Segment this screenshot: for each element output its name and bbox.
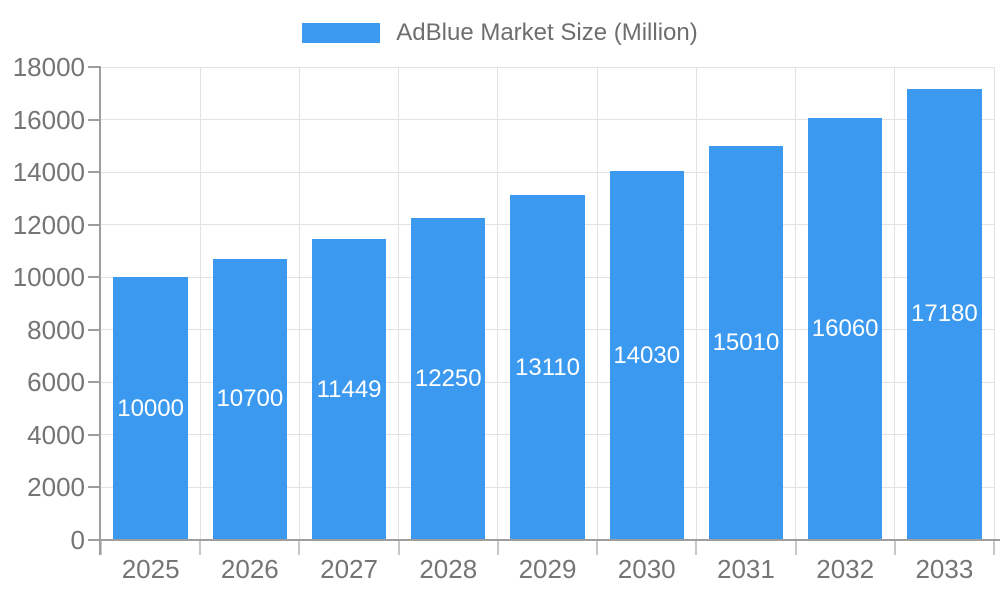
h-gridline	[101, 66, 994, 68]
y-axis-tick	[88, 66, 101, 68]
y-axis-tick	[88, 171, 101, 174]
v-gridline	[795, 67, 797, 540]
v-gridline	[596, 67, 598, 540]
legend-item[interactable]: AdBlue Market Size (Million)	[302, 19, 698, 46]
x-axis-tick	[496, 540, 499, 555]
v-gridline	[398, 67, 400, 540]
bar-value-label: 16060	[811, 314, 879, 342]
x-axis-tick	[397, 540, 400, 555]
x-axis-label-2028: 2028	[419, 554, 478, 584]
y-axis-label: 4000	[27, 419, 85, 450]
x-axis-label-2033: 2033	[915, 554, 974, 584]
bar-2032[interactable]	[807, 117, 883, 540]
bar-value-label: 13110	[515, 353, 580, 381]
legend: AdBlue Market Size (Million)	[0, 20, 1000, 46]
y-axis-tick	[88, 276, 101, 279]
y-axis-tick	[88, 118, 101, 121]
bar-2028[interactable]	[411, 218, 486, 540]
x-axis-line	[88, 539, 1000, 541]
v-gridline	[894, 67, 896, 540]
bar-2033[interactable]	[907, 88, 982, 540]
y-axis-label: 2000	[27, 472, 85, 503]
x-axis-tick	[100, 540, 102, 555]
v-gridline	[695, 67, 697, 540]
bar-2025[interactable]	[113, 277, 188, 540]
v-gridline	[497, 67, 499, 540]
y-axis-label: 14000	[12, 157, 85, 188]
y-axis-label: 18000	[12, 52, 85, 82]
bar-value-label: 10000	[117, 394, 184, 422]
x-axis-label-2031: 2031	[717, 554, 775, 584]
y-axis-tick	[88, 486, 101, 489]
bar-value-label: 11449	[316, 375, 382, 403]
y-axis-label: 8000	[27, 314, 85, 345]
x-axis-label-2030: 2030	[617, 554, 676, 584]
bar-2030[interactable]	[609, 171, 684, 540]
legend-swatch	[302, 23, 381, 43]
bar-value-label: 12250	[414, 365, 482, 393]
x-axis-label-2025: 2025	[121, 554, 180, 584]
x-axis-tick	[993, 540, 995, 555]
y-axis-tick	[88, 223, 101, 226]
legend-label: AdBlue Market Size (Million)	[396, 19, 698, 46]
h-gridline	[101, 171, 994, 173]
bar-2026[interactable]	[212, 258, 288, 540]
y-axis-tick	[88, 433, 101, 436]
y-axis-label: 6000	[27, 367, 85, 398]
y-axis-line	[99, 67, 101, 555]
bar-2027[interactable]	[311, 239, 387, 540]
y-axis-label: 10000	[12, 262, 85, 293]
v-gridline	[298, 67, 300, 540]
x-axis-label-2027: 2027	[320, 554, 378, 584]
x-axis-label-2032: 2032	[816, 554, 875, 584]
y-axis-label: 16000	[12, 104, 85, 135]
x-axis-tick	[199, 540, 202, 555]
y-axis-tick	[88, 328, 101, 331]
v-gridline	[199, 67, 201, 540]
x-axis-tick	[893, 540, 896, 555]
bar-value-label: 17180	[911, 300, 978, 328]
x-axis-label-2029: 2029	[518, 554, 577, 584]
y-axis-label: 12000	[12, 209, 85, 240]
x-axis-tick	[695, 540, 698, 555]
bar-2029[interactable]	[510, 195, 585, 540]
bar-value-label: 10700	[216, 385, 284, 413]
x-axis-tick	[794, 540, 797, 555]
x-axis-tick	[298, 540, 301, 555]
h-gridline	[101, 119, 994, 121]
v-gridline	[993, 67, 995, 540]
bar-value-label: 15010	[712, 328, 780, 356]
y-axis-tick	[88, 381, 101, 384]
y-axis-label: 0	[70, 525, 85, 555]
bar-2031[interactable]	[708, 145, 784, 540]
x-axis-tick	[596, 540, 599, 555]
x-axis-label-2026: 2026	[220, 554, 279, 584]
bar-value-label: 14030	[613, 341, 681, 369]
